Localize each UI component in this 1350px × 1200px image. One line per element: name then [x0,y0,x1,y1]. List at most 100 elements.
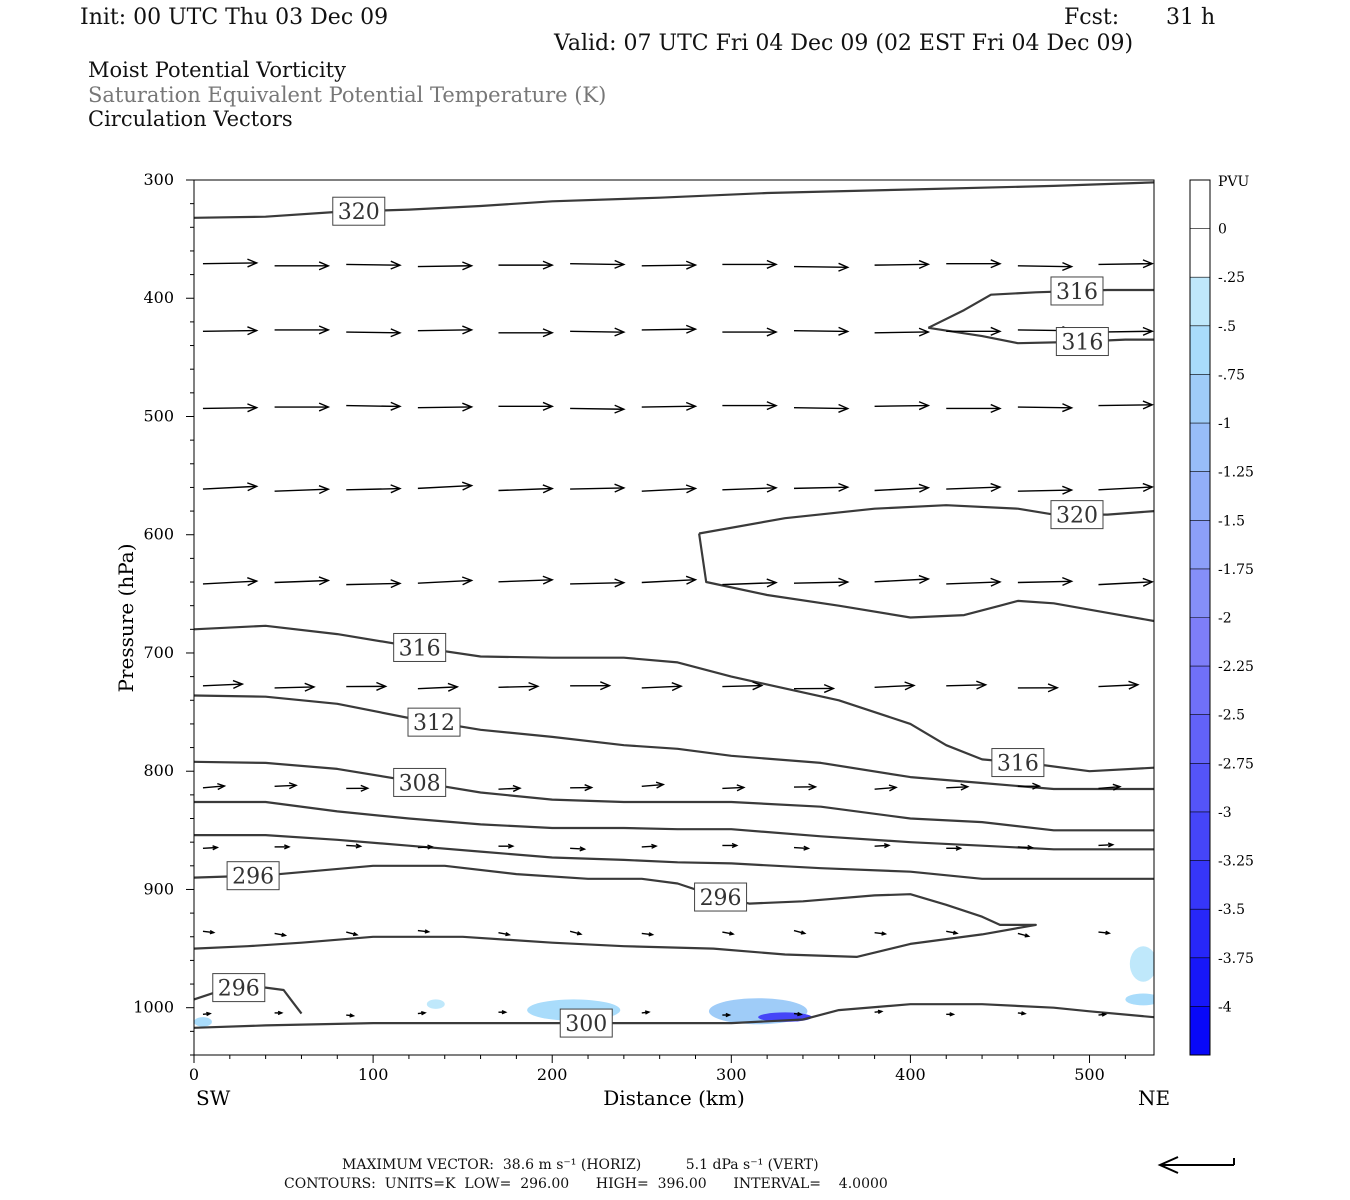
circulation-vector [570,681,612,691]
contour-label-text: 296 [700,886,742,911]
circulation-vector [274,782,298,790]
circulation-vector [498,1009,508,1015]
circulation-vector [417,929,431,934]
circulation-vector [346,843,363,849]
contour-label-text: 316 [399,636,441,661]
circulation-vector [498,681,540,692]
circulation-vector [641,932,655,937]
circulation-vector [1017,1011,1027,1016]
contour-label-text: 300 [565,1012,607,1037]
circulation-vector [1153,930,1154,932]
colorbar-swatch [1190,957,1210,1007]
circulation-vector [346,260,402,270]
colorbar-swatch [1190,714,1210,764]
circulation-vector [417,402,474,412]
circulation-vector [722,842,739,849]
circulation-vector [946,930,959,935]
colorbar-swatch [1190,325,1210,375]
circulation-vector [202,326,259,336]
contour-line [698,533,1154,623]
circulation-vector [946,326,1002,336]
x-tick-label: 300 [716,1065,747,1084]
circulation-vector [793,326,850,336]
circulation-vector [417,261,474,271]
contour-line [194,694,1154,791]
variable-vectors: Circulation Vectors [88,107,293,131]
contour-line [927,288,1154,329]
circulation-vector [793,929,807,935]
colorbar-swatch [1190,1006,1210,1056]
circulation-vector [946,845,963,851]
circulation-vector [793,683,836,694]
circulation-vector [641,682,683,692]
contour-label-text: 296 [232,865,274,890]
contour-label-box [1050,276,1104,306]
circulation-vector [874,931,888,936]
colorbar-swatch [1190,423,1210,473]
circulation-vectors [202,258,1154,1018]
circulation-vector [417,1011,427,1016]
circulation-vector [946,403,1002,413]
circulation-vector [946,482,1002,492]
colorbar-swatch [1190,228,1210,278]
circulation-vector [274,261,331,271]
x-axis-title: Distance (km) [603,1086,745,1110]
colorbar-label: -2.25 [1218,659,1254,675]
circulation-vector [874,681,916,691]
x-tick-label: 200 [537,1065,568,1084]
x-tick-label: 0 [189,1065,199,1084]
circulation-vector [498,575,555,585]
circulation-vector [570,483,626,493]
forecast-label: Fcst: [1064,5,1120,30]
colorbar-label: -1.5 [1218,513,1245,529]
contour-label: 316 [393,632,447,662]
contour-label-text: 320 [1056,504,1098,529]
circulation-vector [417,844,435,850]
contour-label: 316 [1055,327,1109,357]
circulation-vector [346,931,359,937]
variable-pv: Moist Potential Vorticity [88,58,346,82]
circulation-vector [498,328,555,338]
colorbar-swatch [1190,763,1210,813]
circulation-vector [1098,482,1154,492]
circulation-vector [1017,403,1074,413]
circulation-vector [274,485,331,495]
circulation-vector [874,784,898,792]
circulation-vector [722,681,764,691]
contour-label-box [1055,327,1109,357]
circulation-vector [498,484,555,494]
colorbar-label: -3 [1218,805,1232,821]
contour-label-text: 312 [413,711,455,736]
circulation-vector [874,401,931,411]
y-tick-label: 500 [143,406,174,425]
circulation-vector [570,784,594,792]
init-time: Init: 00 UTC Thu 03 Dec 09 [80,5,389,30]
circulation-vector [346,328,402,338]
circulation-vector [417,325,474,335]
circulation-vector [1153,687,1154,689]
circulation-vector [417,576,474,586]
contour-label-box [212,973,266,1003]
pv-patch [1125,993,1154,1006]
circulation-vector [722,784,746,792]
circulation-vector [346,784,370,792]
circulation-vector [874,574,931,584]
circulation-vector [793,783,818,791]
contour-label: 296 [694,882,748,912]
circulation-vector [1153,786,1154,788]
colorbar-swatch [1190,666,1210,716]
circulation-vector [202,482,259,492]
contour-line [928,326,1154,345]
contour-label-box [393,632,447,662]
circulation-vector [274,844,291,850]
contour-line [194,181,1154,219]
circulation-vector [569,930,583,936]
contour-label: 320 [1050,500,1104,530]
contour-label-box [694,882,748,912]
circulation-vector [874,259,931,270]
x-right-end-label: NE [1138,1086,1170,1110]
circulation-vector [1017,932,1031,938]
circulation-vector [202,845,220,851]
x-tick-label: 400 [895,1065,926,1084]
circulation-vector [274,682,316,692]
